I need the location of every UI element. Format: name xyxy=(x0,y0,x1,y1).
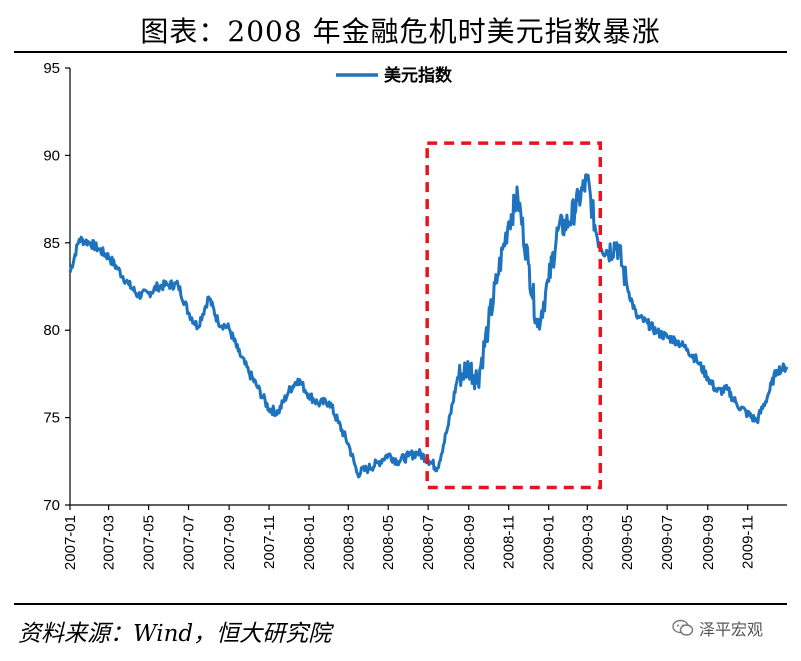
watermark: 泽平宏观 xyxy=(672,616,763,640)
source-note: 资料来源：Wind，恒大研究院 xyxy=(18,621,332,647)
title-rule xyxy=(14,51,787,53)
x-tick-label: 2009-05 xyxy=(619,515,636,570)
x-tick-label: 2009-01 xyxy=(541,515,558,570)
x-tick-label: 2009-03 xyxy=(579,515,596,570)
y-axis: 70 75 80 85 90 95 xyxy=(43,60,71,514)
y-tick-label: 70 xyxy=(43,497,60,514)
y-tick-label: 90 xyxy=(43,147,60,164)
source-rule xyxy=(14,603,787,605)
x-tick-label: 2007-09 xyxy=(221,515,238,570)
x-tick-label: 2008-11 xyxy=(501,515,518,569)
x-axis: 2007-01 2007-03 2007-05 2007-07 2007-09 2007-… xyxy=(62,504,787,570)
y-tick-label: 95 xyxy=(43,60,60,77)
x-tick-label: 2009-09 xyxy=(700,515,717,570)
x-tick-label: 2007-05 xyxy=(141,515,158,570)
x-tick-label: 2007-07 xyxy=(181,515,198,570)
highlight-box xyxy=(425,141,603,490)
x-tick-label: 2008-05 xyxy=(380,515,397,570)
legend: 美元指数 xyxy=(336,65,453,86)
y-tick-label: 80 xyxy=(43,322,60,339)
x-tick-label: 2008-09 xyxy=(461,515,478,570)
legend-label: 美元指数 xyxy=(384,65,453,86)
y-tick-label: 75 xyxy=(43,410,60,427)
x-tick-label: 2007-03 xyxy=(101,515,118,570)
x-tick-label: 2009-11 xyxy=(740,515,757,569)
x-tick-label: 2008-03 xyxy=(340,515,357,570)
y-tick-label: 85 xyxy=(43,235,60,252)
x-tick-label: 2007-11 xyxy=(261,515,278,569)
wechat-icon xyxy=(672,619,694,636)
watermark-text: 泽平宏观 xyxy=(699,620,764,639)
chart-title: 图表：2008 年金融危机时美元指数暴涨 xyxy=(140,15,661,48)
x-tick-label: 2008-07 xyxy=(420,515,437,570)
x-tick-label: 2009-07 xyxy=(659,515,676,570)
x-tick-label: 2008-01 xyxy=(301,515,318,570)
x-tick-label: 2007-01 xyxy=(62,515,79,570)
